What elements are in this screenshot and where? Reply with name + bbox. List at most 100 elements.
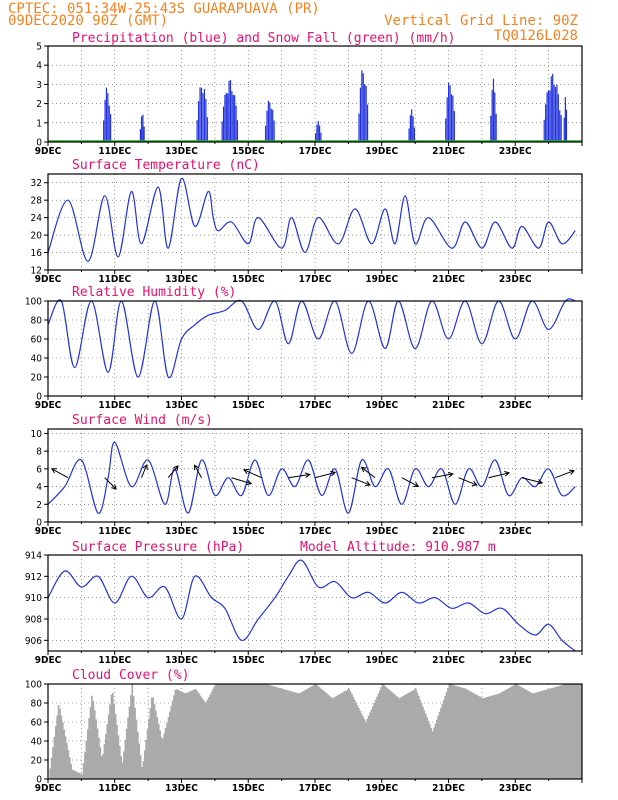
precipitation-bar (266, 110, 268, 142)
cloud-cover-bar (543, 690, 545, 779)
precipitation-bar (449, 85, 451, 142)
cloud-cover-bar (550, 688, 552, 779)
cloud-cover-bar (415, 688, 417, 779)
pressure-ytick-label: 914 (25, 551, 42, 562)
cloud-cover-bar (458, 686, 460, 779)
cloud-cover-bar (426, 717, 428, 779)
cloud-cover-bar (406, 693, 409, 779)
cloud-cover-bar (68, 757, 71, 779)
cloud-cover-bar (484, 697, 487, 779)
cloud-cover-bar (145, 739, 148, 779)
cloud-cover-bar (355, 702, 358, 779)
wind-arrow (194, 464, 202, 478)
precipitation-xtick-label: 13DEC (165, 146, 198, 157)
wind-arrow (314, 471, 336, 479)
cloud-cover-bar (194, 689, 196, 779)
cloud-cover-bar (479, 696, 481, 779)
precipitation-bar (545, 104, 547, 142)
precipitation-bar (495, 113, 497, 142)
wind-arrow-head (142, 463, 148, 470)
precipitation-bar (108, 105, 110, 142)
wind-arrow (458, 477, 478, 486)
humidity-title: Relative Humidity (%) (72, 285, 236, 300)
precipitation-bar (142, 114, 144, 142)
wind-arrow (288, 474, 310, 479)
cloud-cover-bar (219, 684, 221, 779)
temperature-xtick-label: 23DEC (499, 274, 532, 285)
cloud-cover-bar (241, 684, 243, 779)
cloud-cover-bar (575, 684, 577, 779)
cloud-cover-bar (164, 727, 167, 779)
wind-arrow (231, 477, 252, 485)
cloud-cover-bar (444, 695, 447, 779)
cloud-cover-bar (486, 697, 488, 779)
wind-arrow (140, 464, 148, 478)
precipitation-bar (227, 93, 229, 142)
cloud-cover-bar (200, 697, 203, 779)
cloud-cover-bar (433, 727, 435, 779)
cloud-cover-bar (196, 691, 199, 779)
cloud-cover-bar (110, 694, 113, 779)
cloud-cover-bar (513, 684, 516, 779)
precipitation-title: Precipitation (blue) and Snow Fall (gree… (72, 31, 456, 46)
cloud-cover-bar (280, 688, 282, 779)
cloud-cover-bar (423, 710, 426, 779)
cloud-cover-bar (437, 715, 440, 779)
cloud-cover-bar (561, 685, 563, 779)
wind-arrow-head (243, 468, 250, 475)
wind-ytick-label: 4 (36, 482, 42, 493)
cloud-cover-bar (185, 693, 188, 779)
precipitation-bar (104, 99, 106, 142)
cloud-cover-bar (283, 689, 285, 779)
wind-arrow-head (111, 484, 117, 490)
precipitation-bar (273, 120, 275, 142)
cloud-cover-bar (317, 686, 320, 779)
cloud-cover-bar (434, 723, 437, 779)
cloud-cover-bar (228, 684, 231, 779)
cloud-cover-bar (168, 711, 171, 779)
cloud-cover-bar (515, 684, 517, 779)
cloud-cover-bar (508, 687, 510, 779)
wind-arrow-head (304, 472, 311, 478)
cloud-cover-bar (199, 695, 202, 779)
wind-arrow-head (568, 469, 575, 475)
cloud-cover-bar (212, 689, 214, 779)
cloud-cover-bar (202, 699, 205, 779)
cloud-cover-bar (481, 698, 484, 779)
humidity-xtick-label: 11DEC (98, 400, 131, 411)
wind-line (47, 441, 576, 514)
cloud-cover-bar (323, 691, 326, 779)
cloud-cover-bar (155, 710, 157, 779)
cloud-cover-bar (187, 692, 189, 779)
cloud-cover-bar (447, 687, 449, 779)
cloud-cover-bar (523, 688, 526, 779)
cloud-cover-bar (349, 691, 352, 779)
wind-arrow-head (364, 480, 371, 487)
cloud-cover-bar (213, 686, 216, 779)
cloud-cover-bar (417, 695, 420, 779)
cloud-cover-bar (440, 707, 442, 779)
precipitation-bar (197, 101, 200, 142)
precipitation-bar (366, 104, 369, 142)
precipitation-bar (200, 87, 203, 142)
wind-arrow (401, 477, 419, 487)
precipitation-bar (320, 132, 322, 142)
cloud-cover-bar (121, 762, 124, 779)
cloud-cover-bar (198, 693, 200, 779)
cloud-cover-bar (442, 699, 445, 779)
wind-arrow-head (246, 479, 253, 486)
cloud-cover-bar (267, 684, 270, 779)
pressure-xtick-label: 11DEC (98, 655, 131, 666)
precipitation-bar (272, 109, 274, 142)
temperature-xtick-label: 19DEC (365, 274, 398, 285)
wind-xtick-label: 11DEC (98, 526, 131, 537)
cloud-cover-bar (312, 685, 314, 779)
cloud-cover-bar (554, 687, 556, 779)
cloud-cover-bar (291, 691, 294, 779)
precipitation-bar (103, 120, 105, 142)
cloud-cover-bar (435, 719, 438, 779)
humidity-frame (47, 300, 583, 397)
precipitation-bar (361, 70, 363, 142)
cloud-cover-bar (210, 691, 213, 779)
cloud-cover-bar (530, 692, 533, 779)
